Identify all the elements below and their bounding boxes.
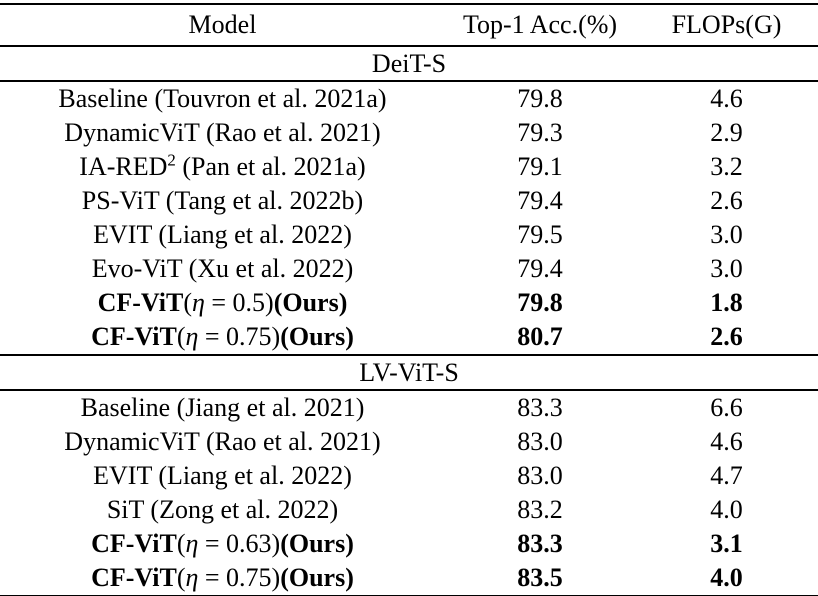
table-row: DynamicViT (Rao et al. 2021) 79.3 2.9 — [0, 116, 818, 150]
acc-cell: 79.5 — [517, 220, 563, 249]
flops-cell: 4.0 — [710, 495, 743, 524]
acc-cell: 79.4 — [517, 186, 563, 215]
flops-cell: 3.0 — [710, 254, 743, 283]
table-header-row: Model Top-1 Acc.(%) FLOPs(G) — [0, 4, 818, 47]
flops-cell: 4.6 — [710, 84, 743, 113]
table-row-ours: CF-ViT(η = 0.75)(Ours) 83.5 4.0 — [0, 561, 818, 596]
table-row: DynamicViT (Rao et al. 2021) 83.0 4.6 — [0, 425, 818, 459]
flops-cell: 3.0 — [710, 220, 743, 249]
acc-cell: 79.3 — [517, 118, 563, 147]
table-row: Baseline (Touvron et al. 2021a) 79.8 4.6 — [0, 81, 818, 116]
table-row: PS-ViT (Tang et al. 2022b) 79.4 2.6 — [0, 184, 818, 218]
model-cell: PS-ViT (Tang et al. 2022b) — [81, 186, 364, 215]
flops-cell: 2.9 — [710, 118, 743, 147]
model-cell: CF-ViT(η = 0.75)(Ours) — [0, 320, 445, 356]
flops-cell: 3.2 — [710, 152, 743, 181]
table-row: EVIT (Liang et al. 2022) 83.0 4.7 — [0, 459, 818, 493]
section-title: DeiT-S — [0, 46, 818, 82]
model-cell: EVIT (Liang et al. 2022) — [93, 220, 352, 249]
acc-cell: 83.5 — [517, 563, 563, 592]
model-cell: CF-ViT(η = 0.75)(Ours) — [91, 563, 354, 592]
col-header-model: Model — [0, 4, 445, 47]
flops-cell: 1.8 — [710, 288, 743, 317]
model-cell: DynamicViT (Rao et al. 2021) — [64, 118, 381, 147]
results-table: Model Top-1 Acc.(%) FLOPs(G) DeiT-S Base… — [0, 3, 818, 596]
acc-cell: 83.3 — [517, 393, 563, 422]
flops-cell: 4.0 — [710, 563, 743, 592]
flops-cell: 6.6 — [710, 393, 743, 422]
flops-cell: 4.7 — [710, 461, 743, 490]
acc-cell: 83.3 — [517, 529, 563, 558]
section-header-deit-s: DeiT-S — [0, 46, 818, 82]
table-row: Evo-ViT (Xu et al. 2022) 79.4 3.0 — [0, 252, 818, 286]
model-cell: CF-ViT(η = 0.5)(Ours) — [97, 288, 348, 317]
flops-cell: 2.6 — [710, 186, 743, 215]
acc-cell: 79.4 — [517, 254, 563, 283]
acc-cell: 79.8 — [517, 84, 563, 113]
model-cell: IA-RED2 (Pan et al. 2021a) — [79, 150, 366, 181]
model-cell: Baseline (Touvron et al. 2021a) — [58, 84, 387, 113]
flops-cell: 2.6 — [635, 320, 818, 356]
table-row: Baseline (Jiang et al. 2021) 83.3 6.6 — [0, 390, 818, 425]
acc-cell: 80.7 — [445, 320, 635, 356]
section-title: LV-ViT-S — [0, 355, 818, 391]
model-cell: SiT (Zong et al. 2022) — [106, 495, 339, 524]
table-row-ours: CF-ViT(η = 0.5)(Ours) 79.8 1.8 — [0, 286, 818, 320]
flops-cell: 3.1 — [710, 529, 743, 558]
model-cell: CF-ViT(η = 0.63)(Ours) — [91, 529, 354, 558]
acc-cell: 79.1 — [517, 152, 563, 181]
table-row-ours: CF-ViT(η = 0.63)(Ours) 83.3 3.1 — [0, 527, 818, 561]
acc-cell: 83.0 — [517, 461, 563, 490]
acc-cell: 79.8 — [517, 288, 563, 317]
table-row: SiT (Zong et al. 2022) 83.2 4.0 — [0, 493, 818, 527]
model-cell: EVIT (Liang et al. 2022) — [93, 461, 352, 490]
table-row-ours: CF-ViT(η = 0.75)(Ours) 80.7 2.6 — [0, 320, 818, 356]
flops-cell: 4.6 — [710, 427, 743, 456]
table-row: IA-RED2 (Pan et al. 2021a) 79.1 3.2 — [0, 150, 818, 184]
col-header-flops: FLOPs(G) — [635, 4, 818, 47]
section-header-lv-vit-s: LV-ViT-S — [0, 355, 818, 391]
acc-cell: 83.0 — [517, 427, 563, 456]
acc-cell: 83.2 — [517, 495, 563, 524]
table-row: EVIT (Liang et al. 2022) 79.5 3.0 — [0, 218, 818, 252]
model-cell: Baseline (Jiang et al. 2021) — [80, 393, 365, 422]
col-header-top1-acc: Top-1 Acc.(%) — [445, 4, 635, 47]
model-cell: Evo-ViT (Xu et al. 2022) — [91, 254, 354, 283]
model-cell: DynamicViT (Rao et al. 2021) — [64, 427, 381, 456]
